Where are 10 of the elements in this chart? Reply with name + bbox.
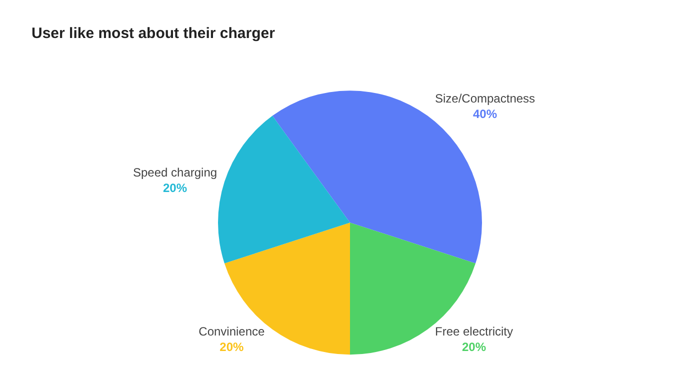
slice-label: Convinience — [198, 324, 266, 338]
slice-label: Size/Compactness — [434, 91, 536, 106]
pie-slice — [218, 116, 350, 264]
data-label: 20% — [163, 181, 188, 196]
data-label: 40% — [472, 106, 498, 121]
slice-label: Free electricity — [434, 324, 514, 338]
data-label: 20% — [462, 340, 486, 354]
data-label: 20% — [220, 340, 244, 354]
slice-label: Speed charging — [132, 166, 218, 180]
chart-title: User like most about their charger — [32, 24, 276, 42]
